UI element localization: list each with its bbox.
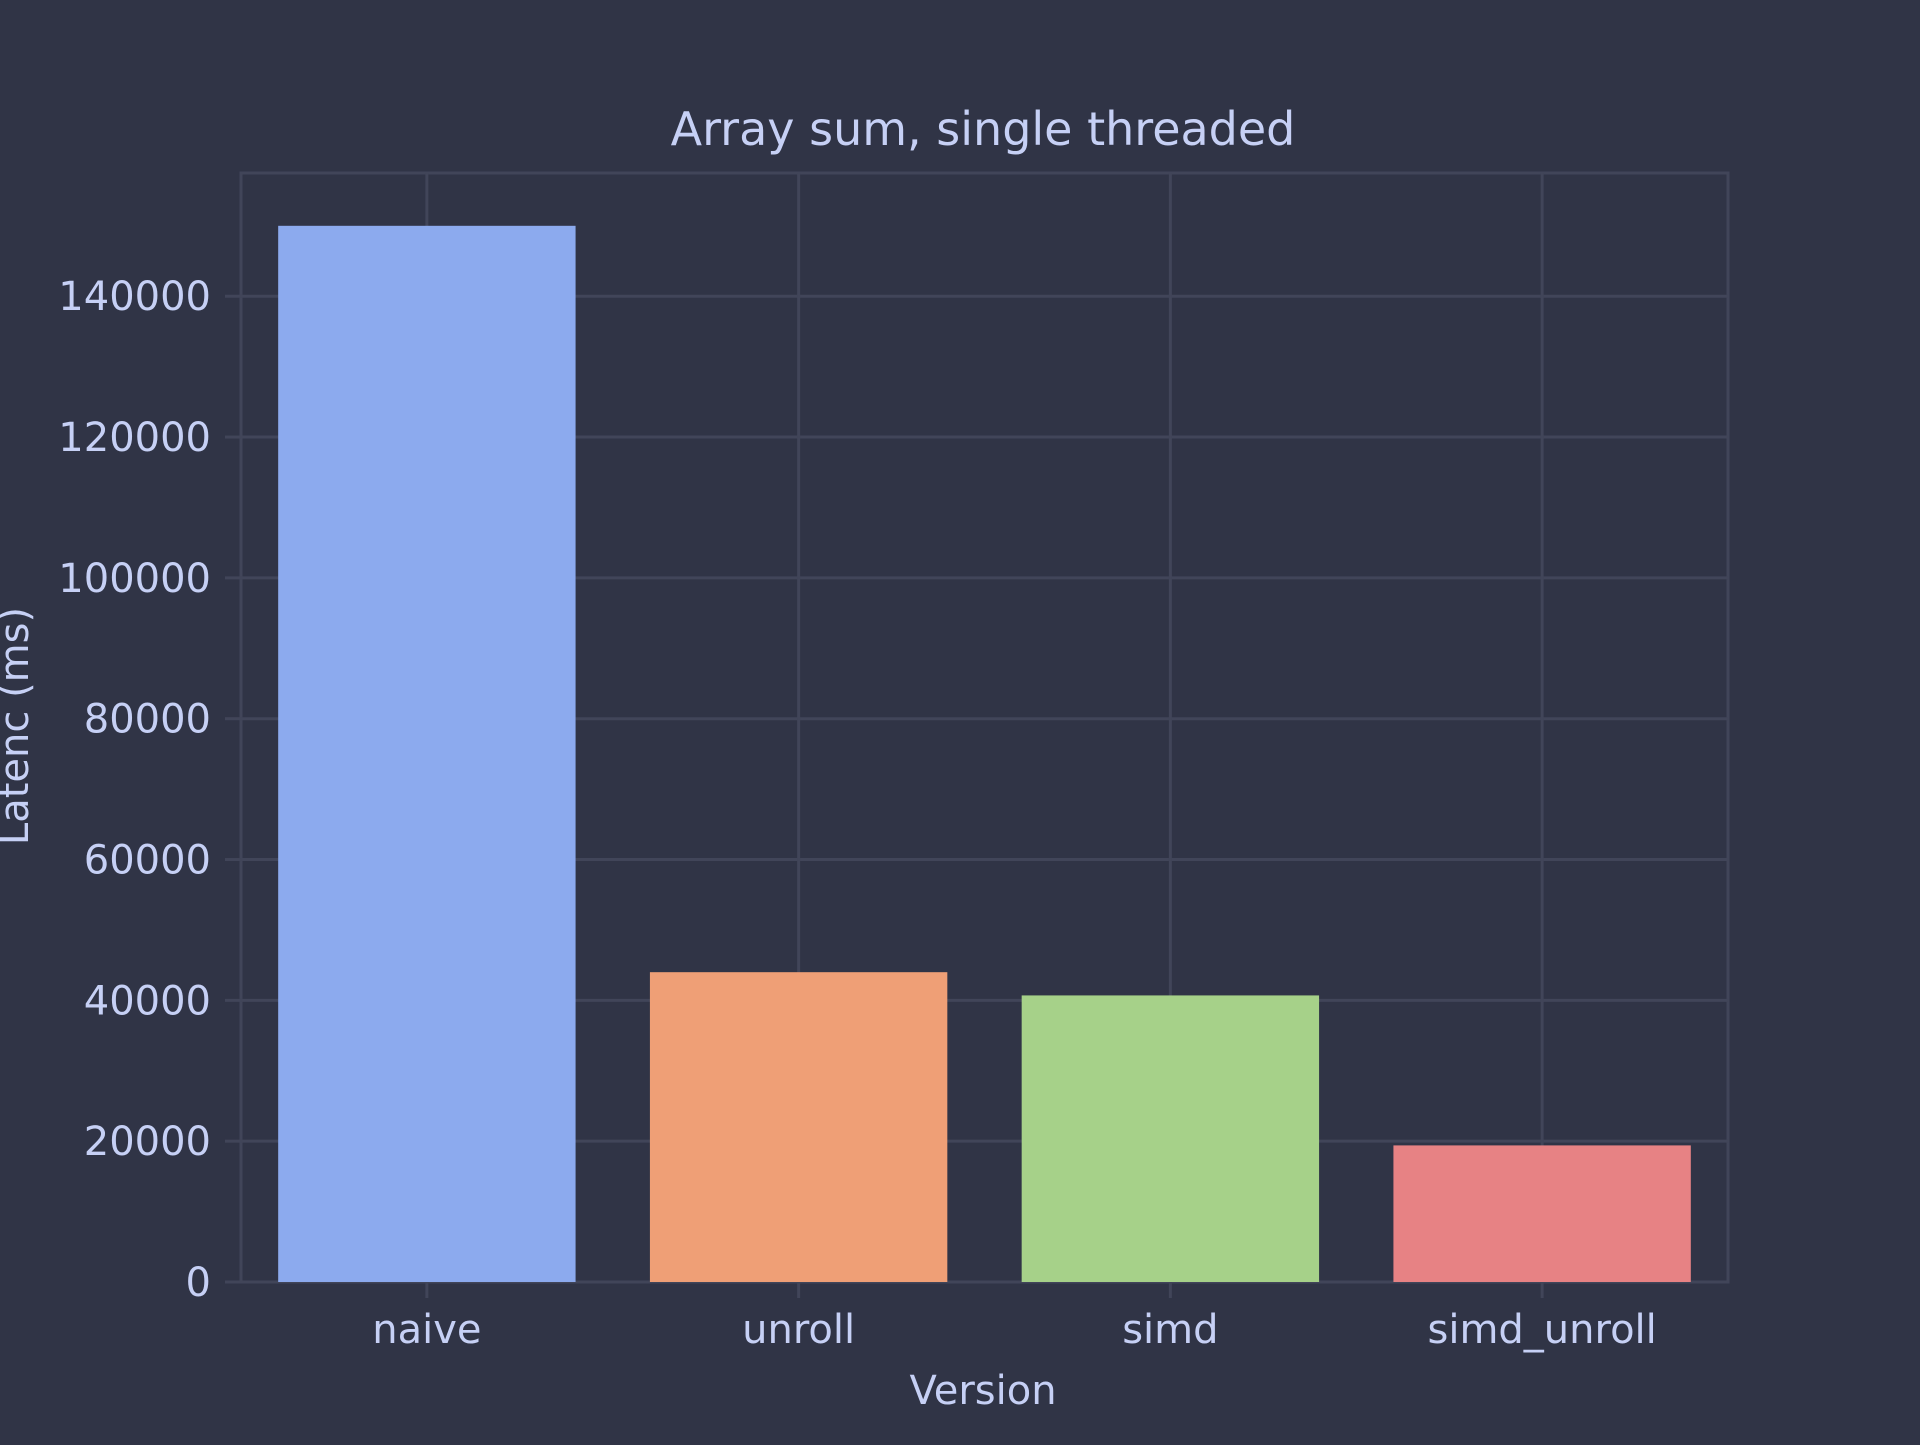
x-tick-label-naive: naive xyxy=(372,1307,481,1353)
x-tick-label-simd: simd xyxy=(1122,1307,1218,1353)
y-tick-label: 0 xyxy=(186,1260,211,1306)
y-axis-label: Latenc (ms) xyxy=(0,607,38,845)
x-tick-label-simd_unroll: simd_unroll xyxy=(1427,1307,1656,1353)
y-tick-label: 60000 xyxy=(84,838,211,884)
bars-layer xyxy=(278,225,1691,1282)
y-tick-label: 20000 xyxy=(84,1119,211,1165)
bar-simd_unroll xyxy=(1393,1145,1691,1282)
bar-simd xyxy=(1021,995,1320,1282)
y-tick-label: 40000 xyxy=(84,978,211,1024)
y-tick-label: 80000 xyxy=(84,697,211,743)
y-tick-label: 140000 xyxy=(58,274,211,320)
x-tick-label-unroll: unroll xyxy=(742,1307,855,1353)
bar-naive xyxy=(278,225,576,1282)
x-axis-label: Version xyxy=(909,1368,1056,1414)
chart-title: Array sum, single threaded xyxy=(671,102,1296,156)
bar-unroll xyxy=(649,972,948,1282)
y-tick-label: 120000 xyxy=(58,415,211,461)
y-tick-label: 100000 xyxy=(58,556,211,602)
axes-layer: 0 20000 40000 60000 80000 100000 120000 140000 n… xyxy=(58,274,1656,1353)
